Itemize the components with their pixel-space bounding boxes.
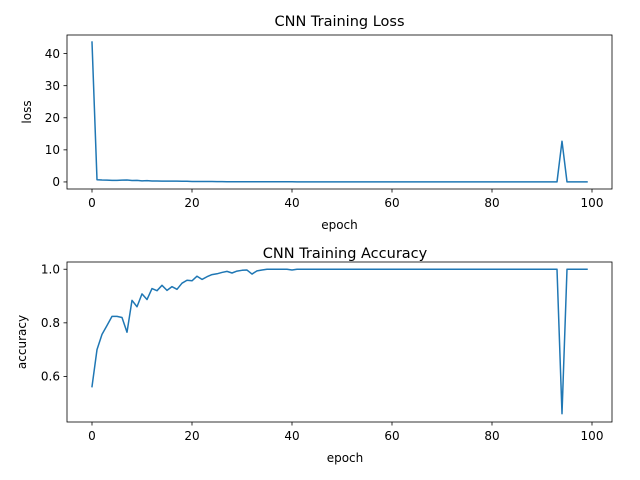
accuracy-series-line (91, 268, 588, 415)
accuracy-y-tick-label: 1.0 (41, 263, 60, 277)
loss-x-tick-label: 40 (284, 196, 299, 210)
accuracy-plot-frame (66, 261, 613, 423)
loss-x-tick-label: 60 (384, 196, 399, 210)
loss-series-line (91, 41, 588, 183)
accuracy-y-axis-label: accuracy (15, 315, 29, 369)
loss-chart-title: CNN Training Loss (274, 14, 404, 30)
loss-y-tick-label: 10 (45, 143, 60, 157)
loss-ticks: 0 20 40 60 80 100 0 10 20 30 40 (45, 47, 604, 210)
accuracy-y-tick-label: 0.8 (41, 316, 60, 330)
loss-x-tick-label: 0 (88, 196, 96, 210)
loss-subplot: CNN Training Loss 0 20 40 60 80 100010203040 … (20, 14, 613, 232)
loss-y-tick-label: 20 (45, 111, 60, 125)
accuracy-x-tick-label: 0 (88, 429, 96, 443)
loss-x-tick-label: 20 (184, 196, 199, 210)
loss-y-tick-label: 30 (45, 79, 60, 93)
loss-y-tick-label: 0 (52, 175, 60, 189)
loss-plot-frame (66, 34, 613, 190)
accuracy-ticks: 0 20 40 60 80 100 0.6 0.8 1.0 (41, 263, 604, 443)
loss-x-tick-label: 100 (581, 196, 604, 210)
accuracy-chart-title: CNN Training Accuracy (263, 246, 428, 262)
loss-x-axis-label: epoch (321, 218, 358, 232)
accuracy-x-tick-label: 100 (581, 429, 604, 443)
accuracy-subplot: CNN Training Accuracy 0 20 40 60 80 100 0.6 0.8… (15, 246, 613, 465)
accuracy-x-tick-label: 80 (484, 429, 499, 443)
accuracy-x-tick-label: 40 (284, 429, 299, 443)
loss-y-tick-label: 40 (45, 47, 60, 61)
accuracy-y-tick-label: 0.6 (41, 370, 60, 384)
accuracy-x-tick-label: 60 (384, 429, 399, 443)
accuracy-x-axis-label: epoch (327, 451, 364, 465)
loss-y-axis-label: loss (20, 100, 34, 123)
accuracy-x-tick-label: 20 (184, 429, 199, 443)
loss-x-tick-label: 80 (484, 196, 499, 210)
